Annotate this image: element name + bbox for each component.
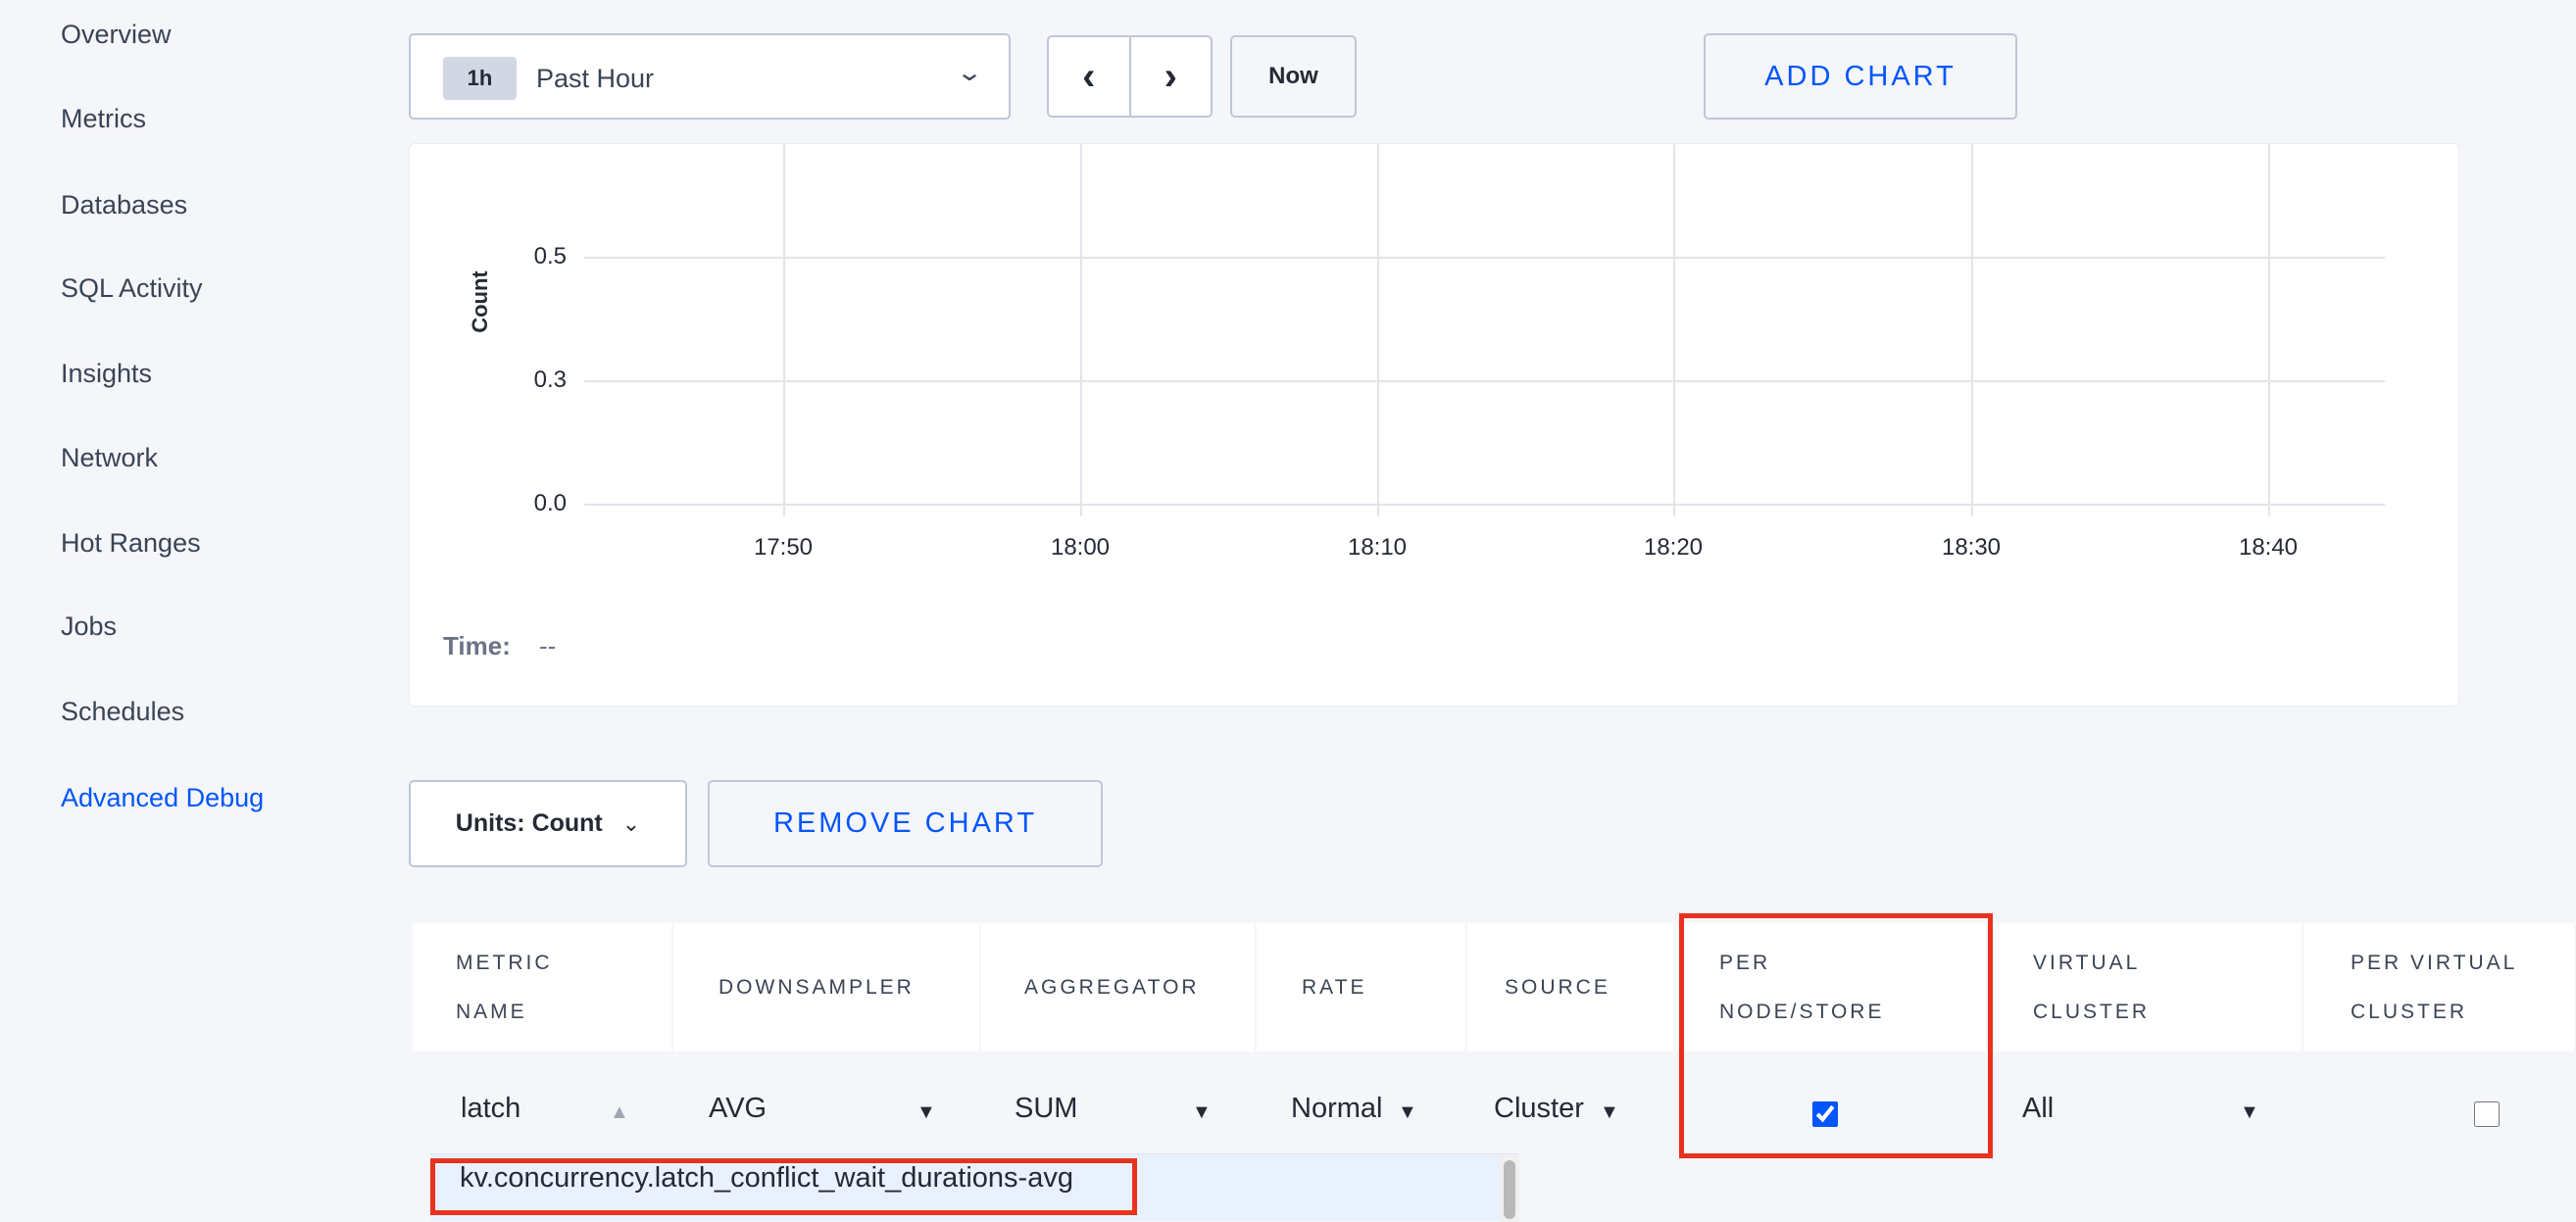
caret-down-icon[interactable]: ▼: [1600, 1101, 1619, 1123]
header-metric-name: METRIC NAME: [413, 923, 673, 1051]
add-chart-button[interactable]: ADD CHART: [1704, 33, 2017, 120]
caret-down-icon[interactable]: ▼: [1398, 1101, 1417, 1123]
time-nav: ‹ ›: [1047, 35, 1213, 118]
x-tick-label: 17:50: [753, 534, 814, 561]
remove-chart-button[interactable]: REMOVE CHART: [708, 780, 1103, 867]
y-gridline: [584, 257, 2385, 259]
time-badge: 1h: [443, 57, 517, 100]
x-gridline: [2268, 144, 2270, 516]
highlight-box-suggestion: [430, 1158, 1137, 1215]
x-gridline: [1673, 144, 1675, 516]
sidebar-item-metrics[interactable]: Metrics: [61, 104, 146, 133]
time-range-select[interactable]: 1h Past Hour ⌄: [409, 33, 1011, 120]
suggestion-item[interactable]: kv.concurrency.latch_conflict_wait_durat…: [460, 1162, 1073, 1194]
time-label: Time:: [443, 631, 511, 660]
chevron-down-icon: ⌄: [621, 810, 641, 836]
time-label: Past Hour: [536, 64, 655, 93]
source-select[interactable]: Cluster: [1494, 1093, 1584, 1124]
sidebar-item-jobs[interactable]: Jobs: [61, 611, 118, 641]
sidebar-item-insights[interactable]: Insights: [61, 359, 153, 388]
downsampler-select[interactable]: AVG: [709, 1093, 768, 1124]
header-rate: RATE: [1257, 923, 1467, 1051]
sidebar-item-overview[interactable]: Overview: [61, 20, 172, 49]
y-axis-label: Count: [467, 270, 492, 333]
per-virtual-cluster-checkbox[interactable]: [2474, 1101, 2500, 1127]
caret-up-icon: ▲: [610, 1101, 629, 1123]
metric-suggestions-dropdown: kv.concurrency.latch_conflict_wait_durat…: [430, 1153, 1519, 1222]
header-per-virtual-cluster: PER VIRTUAL CLUSTER: [2304, 923, 2576, 1051]
sidebar-item-databases[interactable]: Databases: [61, 190, 188, 220]
header-per-node-store: PER NODE/STORE: [1676, 923, 1988, 1051]
x-tick-label: 18:10: [1347, 534, 1408, 561]
header-virtual-cluster: VIRTUAL CLUSTER: [1988, 923, 2304, 1051]
x-tick-label: 18:20: [1643, 534, 1704, 561]
virtual-cluster-select[interactable]: All: [2022, 1093, 2055, 1124]
caret-down-icon[interactable]: ▼: [1192, 1101, 1212, 1123]
chevron-left-icon[interactable]: ‹: [1049, 37, 1131, 116]
sidebar-item-hot-ranges[interactable]: Hot Ranges: [61, 528, 201, 558]
x-tick-label: 18:30: [1941, 534, 2002, 561]
chevron-right-icon[interactable]: ›: [1164, 54, 1177, 98]
y-gridline: [584, 380, 2385, 382]
sidebar-item-network[interactable]: Network: [61, 443, 159, 472]
chart-panel: Count 0.5 0.3 0.0 17:50 18:00 18:10 18:20 18:30…: [409, 143, 2459, 707]
per-node-store-checkbox[interactable]: [1812, 1101, 1838, 1127]
caret-down-icon[interactable]: ▼: [2240, 1101, 2259, 1123]
x-gridline: [1080, 144, 1082, 516]
header-aggregator: AGGREGATOR: [981, 923, 1257, 1051]
x-gridline: [783, 144, 785, 516]
caret-down-icon[interactable]: ▼: [916, 1101, 936, 1123]
y-gridline: [584, 504, 2385, 506]
x-gridline: [1377, 144, 1379, 516]
units-label: Units: Count: [455, 809, 603, 837]
time-value: --: [539, 631, 557, 660]
y-tick-label: 0.0: [533, 490, 567, 516]
header-source: SOURCE: [1467, 923, 1676, 1051]
chevron-down-icon: ⌄: [955, 60, 984, 86]
header-downsampler: DOWNSAMPLER: [673, 923, 981, 1051]
units-select[interactable]: Units: Count ⌄: [409, 780, 687, 867]
rate-select[interactable]: Normal: [1291, 1093, 1383, 1124]
y-tick-label: 0.3: [533, 367, 567, 393]
aggregator-select[interactable]: SUM: [1015, 1093, 1078, 1124]
sidebar-item-advanced-debug[interactable]: Advanced Debug: [61, 783, 265, 812]
highlight-box-per-node-store: [1679, 913, 1993, 1158]
sidebar-item-schedules[interactable]: Schedules: [61, 697, 185, 726]
x-gridline: [1971, 144, 1973, 516]
x-tick-label: 18:00: [1050, 534, 1111, 561]
now-button[interactable]: Now: [1230, 35, 1357, 118]
scrollbar[interactable]: [1500, 1154, 1519, 1222]
metric-name-input[interactable]: latch: [461, 1093, 521, 1124]
x-tick-label: 18:40: [2238, 534, 2299, 561]
y-tick-label: 0.5: [533, 243, 567, 269]
sidebar-item-sql-activity[interactable]: SQL Activity: [61, 273, 203, 303]
